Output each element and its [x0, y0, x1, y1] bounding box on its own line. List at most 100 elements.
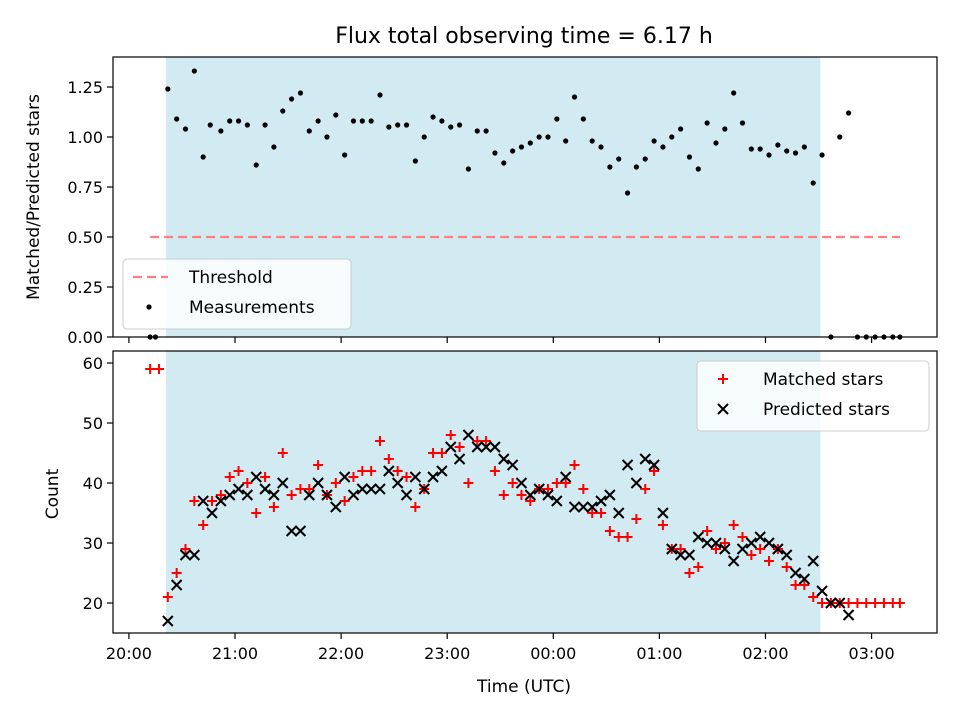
predicted-star-marker	[170, 579, 183, 591]
measurement-point	[377, 92, 383, 98]
predicted-star-marker	[268, 489, 280, 501]
y-tick-label: 20	[83, 594, 103, 613]
matched-star-marker	[516, 490, 527, 500]
matched-star-marker	[330, 478, 341, 488]
predicted-star-marker	[489, 441, 501, 453]
legend: Matched stars Predicted stars	[696, 360, 930, 432]
series-matched-stars	[145, 364, 905, 608]
measurement-point	[448, 124, 454, 130]
predicted-star-marker	[719, 543, 731, 555]
matched-star-marker	[746, 550, 757, 560]
matched-star-marker	[799, 580, 810, 590]
legend-predicted-handle	[717, 403, 729, 415]
measurement-point	[439, 118, 445, 124]
matched-star-marker	[445, 430, 456, 440]
predicted-star-marker	[294, 525, 307, 537]
y-tick-label: 1.25	[67, 78, 103, 97]
predicted-star-marker	[374, 483, 386, 495]
matched-star-marker	[702, 526, 713, 536]
measurement-point	[642, 156, 648, 162]
predicted-star-marker	[303, 489, 315, 501]
x-tick-label: 01:00	[636, 644, 682, 663]
predicted-star-marker	[506, 459, 519, 471]
predicted-star-marker	[400, 489, 413, 501]
matched-star-marker	[410, 502, 421, 512]
matched-star-marker	[525, 496, 536, 506]
measurement-point	[174, 116, 180, 122]
measurement-point	[739, 120, 746, 126]
predicted-star-marker	[798, 573, 811, 585]
predicted-star-marker	[347, 489, 360, 501]
matched-star-marker	[268, 502, 279, 512]
predicted-star-marker	[666, 543, 678, 555]
measurement-point	[810, 180, 816, 186]
matched-star-marker	[710, 544, 721, 554]
matched-star-marker	[817, 598, 828, 608]
measurement-point	[403, 122, 410, 128]
measurement-point	[571, 94, 578, 100]
matched-star-marker	[728, 520, 739, 530]
measurement-point	[722, 126, 728, 132]
matched-star-marker	[604, 526, 615, 536]
predicted-star-marker	[577, 501, 590, 513]
matched-star-marker	[790, 580, 801, 590]
matched-star-marker	[401, 472, 412, 482]
matched-star-marker	[649, 466, 660, 476]
matched-star-marker	[436, 448, 447, 458]
measurement-point	[315, 118, 321, 124]
matched-star-marker	[392, 466, 403, 476]
measurement-point	[554, 116, 560, 122]
matched-star-marker	[454, 442, 465, 452]
predicted-star-marker	[338, 471, 351, 483]
measurement-point	[280, 108, 286, 114]
predicted-star-marker	[630, 477, 643, 489]
predicted-star-marker	[834, 597, 846, 609]
measurement-point	[412, 158, 418, 164]
measurement-point	[235, 118, 242, 124]
matched-star-marker	[675, 544, 686, 554]
matched-star-marker	[260, 472, 271, 482]
predicted-star-marker	[409, 471, 422, 483]
measurement-point	[731, 90, 737, 96]
matched-star-marker	[224, 472, 235, 482]
matched-star-marker	[198, 520, 209, 530]
measurement-point	[244, 122, 250, 128]
matched-star-marker	[631, 514, 642, 524]
predicted-star-marker	[515, 477, 528, 489]
matched-star-marker	[180, 544, 191, 554]
measurement-point	[200, 154, 206, 160]
matched-star-marker	[719, 538, 730, 548]
predicted-star-marker	[657, 507, 669, 519]
predicted-star-marker	[789, 567, 802, 579]
measurement-point	[253, 162, 259, 168]
predicted-star-marker	[197, 495, 209, 507]
predicted-star-marker	[480, 441, 492, 453]
predicted-star-marker	[223, 489, 236, 501]
measurement-point	[191, 68, 197, 74]
measurement-point	[465, 166, 472, 172]
predicted-star-marker	[471, 441, 483, 453]
predicted-star-marker	[277, 477, 289, 489]
measurement-point	[651, 138, 657, 144]
measurement-point	[324, 134, 330, 140]
predicted-star-marker	[701, 537, 713, 549]
matched-star-marker	[481, 436, 492, 446]
x-tick-label: 02:00	[742, 644, 788, 663]
measurement-point	[297, 90, 304, 96]
matched-star-marker	[295, 484, 306, 494]
predicted-star-marker	[842, 609, 855, 621]
measurement-point	[536, 134, 542, 140]
y-tick-label: 60	[83, 354, 103, 373]
measurement-point	[306, 128, 312, 134]
measurement-point	[395, 122, 401, 128]
matched-star-marker	[242, 478, 253, 488]
matched-star-marker	[348, 472, 359, 482]
predicted-star-marker	[162, 615, 174, 627]
x-tick-label: 20:00	[106, 644, 152, 663]
measurement-point	[456, 122, 463, 128]
y-tick-label: 0.25	[67, 278, 103, 297]
measurement-point	[545, 134, 551, 140]
predicted-star-marker	[436, 465, 448, 477]
matched-star-marker	[587, 508, 598, 518]
